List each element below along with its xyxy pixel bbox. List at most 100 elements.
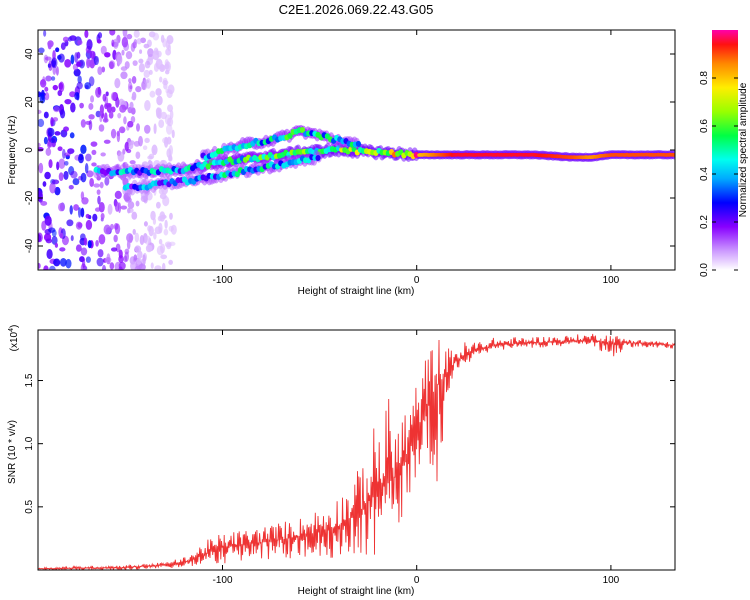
colorbar: 0.0 0.2 0.4 0.6 0.8 Normalized spectral ampl…: [699, 30, 749, 277]
noise-speckle: [137, 250, 143, 259]
noise-speckle: [96, 39, 102, 44]
track-point: [315, 154, 321, 161]
noise-speckle: [153, 123, 157, 135]
noise-speckle: [66, 219, 74, 227]
snr-y-tick-label: 0.5: [24, 499, 35, 513]
noise-speckle: [129, 160, 136, 165]
noise-speckle: [162, 80, 169, 86]
noise-speckle: [155, 58, 163, 70]
noise-speckle: [139, 234, 145, 246]
noise-speckle: [108, 111, 114, 119]
noise-speckle: [48, 227, 56, 233]
noise-speckle: [120, 205, 128, 210]
noise-speckle: [88, 119, 93, 131]
noise-speckle: [153, 47, 159, 55]
noise-speckle: [62, 36, 69, 43]
noise-speckle: [74, 52, 79, 63]
snr-panel: -100 0 100 0.5 1.0 1.5 Height of straight li…: [7, 325, 676, 597]
noise-speckle: [116, 54, 123, 65]
noise-speckle: [168, 156, 173, 162]
noise-speckle: [100, 45, 107, 55]
noise-speckle: [125, 51, 133, 60]
noise-speckle: [158, 119, 165, 128]
noise-speckle: [165, 48, 172, 56]
noise-speckle: [138, 135, 143, 147]
noise-speckle: [70, 170, 78, 179]
noise-speckle: [103, 224, 111, 235]
noise-speckle: [131, 91, 137, 101]
noise-speckle: [111, 39, 115, 47]
noise-speckle: [91, 162, 97, 167]
noise-speckle: [43, 136, 48, 145]
noise-speckle: [73, 204, 80, 211]
noise-speckle: [38, 233, 42, 243]
noise-speckle: [98, 202, 105, 213]
spectrogram-y-tick-label: -20: [24, 190, 35, 205]
spectrogram-y-ticks: -40 -20 0 20 40: [24, 48, 675, 253]
noise-speckle: [114, 223, 121, 235]
noise-speckle: [133, 38, 138, 45]
noise-speckle: [121, 128, 125, 133]
noise-speckle: [86, 39, 93, 50]
noise-speckle: [134, 265, 141, 270]
noise-speckle: [96, 257, 104, 267]
noise-speckle: [44, 215, 52, 226]
noise-speckle: [159, 76, 163, 83]
track-point: [287, 132, 293, 139]
noise-speckle: [163, 228, 169, 236]
noise-speckle: [81, 257, 86, 268]
noise-speckle: [91, 149, 97, 155]
noise-speckle: [58, 172, 64, 182]
noise-speckle: [136, 258, 142, 265]
snr-y-axis-label: SNR (10 * v/v): [7, 420, 18, 484]
noise-speckle: [77, 39, 83, 45]
noise-speckle: [39, 93, 46, 104]
noise-speckle: [144, 235, 151, 245]
noise-speckle: [114, 201, 120, 212]
snr-y-ticks: 0.5 1.0 1.5: [24, 373, 675, 514]
noise-speckle: [78, 154, 84, 164]
noise-speckle: [151, 144, 158, 156]
snr-frame: [37, 329, 676, 571]
noise-speckle: [136, 123, 140, 132]
noise-speckle: [78, 59, 85, 69]
noise-speckle: [54, 242, 59, 248]
noise-speckle: [62, 148, 66, 159]
noise-speckle: [96, 189, 101, 195]
noise-speckle: [144, 124, 151, 134]
noise-speckle: [59, 109, 66, 119]
noise-speckle: [127, 201, 135, 209]
noise-speckle: [121, 49, 125, 56]
noise-speckle: [89, 59, 95, 69]
noise-speckle: [148, 153, 155, 160]
noise-speckle: [143, 69, 150, 78]
spectrogram-y-tick-label: 40: [24, 48, 35, 60]
noise-speckle: [155, 88, 162, 96]
colorbar-tick-label: 0.4: [699, 167, 710, 181]
noise-speckle: [84, 30, 89, 39]
noise-speckle: [69, 35, 77, 41]
noise-speckle: [160, 243, 166, 254]
noise-speckle: [63, 126, 69, 132]
noise-speckle: [116, 131, 121, 143]
noise-speckle: [106, 253, 111, 262]
noise-speckle: [143, 43, 150, 49]
noise-speckle: [88, 114, 95, 120]
noise-speckle: [118, 255, 124, 264]
noise-speckle: [127, 207, 131, 214]
noise-speckle: [160, 111, 168, 120]
noise-speckle: [100, 152, 106, 157]
noise-speckle: [113, 234, 118, 243]
noise-speckle: [168, 259, 173, 265]
noise-speckle: [90, 95, 95, 103]
noise-speckle: [139, 49, 143, 54]
noise-speckle: [165, 39, 171, 50]
noise-speckle: [45, 147, 52, 156]
noise-speckle: [128, 141, 134, 150]
noise-speckle: [123, 116, 127, 125]
noise-speckle: [97, 66, 103, 76]
noise-speckle: [85, 256, 91, 263]
noise-speckle: [43, 265, 49, 270]
noise-speckle: [110, 128, 117, 139]
noise-speckle: [44, 171, 51, 180]
